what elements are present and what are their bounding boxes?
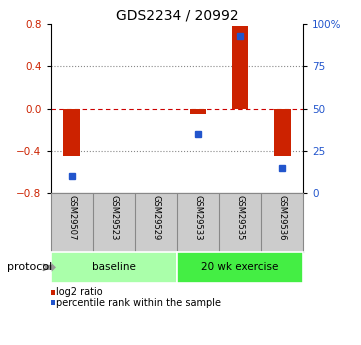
Bar — [51, 252, 177, 283]
Bar — [274, 109, 291, 156]
Bar — [177, 252, 303, 283]
Text: 20 wk exercise: 20 wk exercise — [201, 263, 279, 272]
Text: GSM29529: GSM29529 — [151, 195, 160, 240]
Text: GSM29507: GSM29507 — [67, 195, 76, 240]
Title: GDS2234 / 20992: GDS2234 / 20992 — [116, 9, 238, 23]
Bar — [232, 26, 248, 109]
Text: GSM29533: GSM29533 — [193, 195, 203, 240]
Text: GSM29535: GSM29535 — [236, 195, 244, 240]
Text: percentile rank within the sample: percentile rank within the sample — [56, 298, 221, 308]
Text: log2 ratio: log2 ratio — [56, 287, 103, 297]
Bar — [190, 109, 206, 114]
Text: GSM29523: GSM29523 — [109, 195, 118, 240]
Text: GSM29536: GSM29536 — [278, 195, 287, 240]
Text: protocol: protocol — [7, 263, 52, 272]
Bar — [63, 109, 80, 156]
Text: baseline: baseline — [92, 263, 136, 272]
